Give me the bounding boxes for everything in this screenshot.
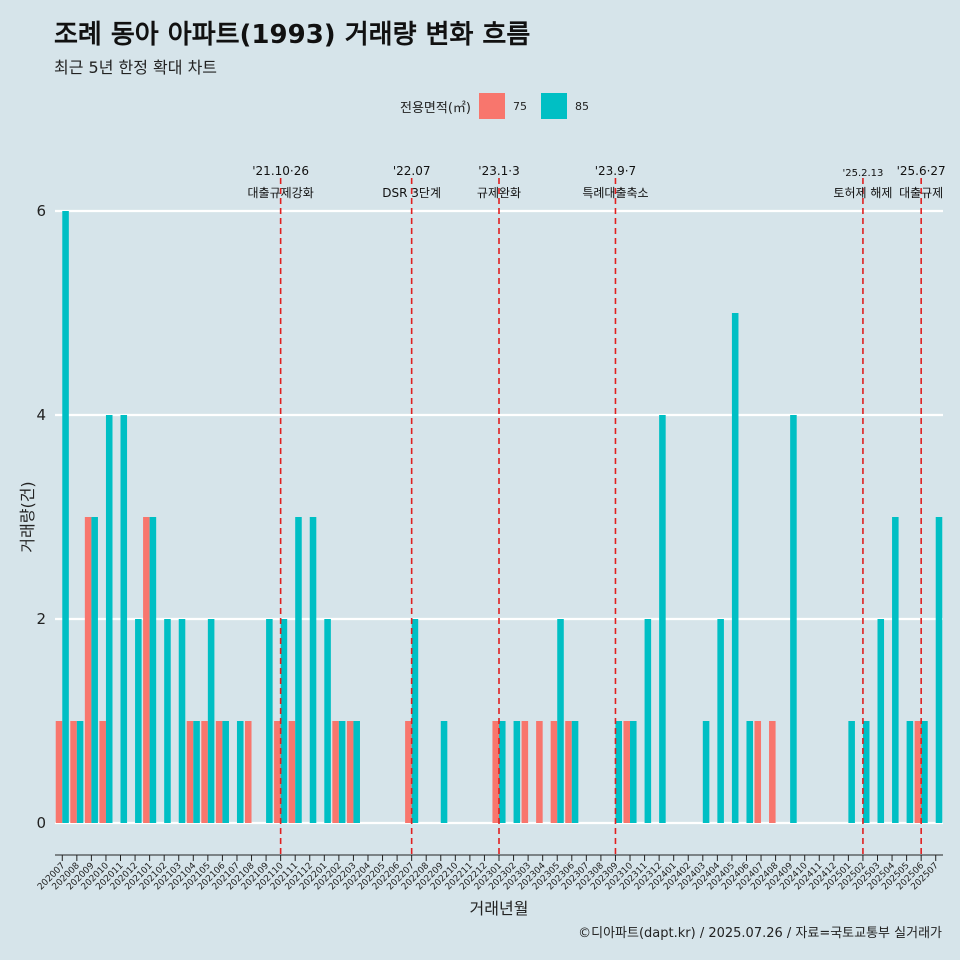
bar-202301-85 [499,721,506,823]
bar-202104-85 [193,721,200,823]
bar-202202-85 [338,721,346,823]
legend-swatch-85 [540,93,567,119]
bar-202312-85 [659,415,666,823]
legend-label-75: 75 [512,99,527,113]
legend-label-85: 85 [574,99,589,113]
event-date-202110: '21.10·26 [252,164,309,178]
event-date-202309: '23.9·7 [595,164,636,178]
bar-202008-85 [76,721,84,823]
bar-202403-85 [702,721,710,823]
bar-202409-85 [790,415,797,823]
y-tick-label-4: 4 [36,406,46,424]
bar-202107-85 [236,721,244,823]
bar-202506-85 [921,721,928,823]
event-label-202207: DSR 3단계 [382,186,441,200]
legend: 전용면적(㎡) 75 85 [400,93,595,119]
bar-202009-75 [84,517,92,823]
bar-202306-75 [565,721,572,823]
bar-202010-85 [105,415,113,823]
bar-202202-75 [332,721,339,823]
bar-202306-85 [571,721,579,823]
y-tick-label-6: 6 [36,202,46,220]
bar-202304-75 [536,721,543,823]
bar-202310-85 [630,721,637,823]
y-tick-label-2: 2 [36,610,46,628]
event-label-202502: 토허제 해제 [833,186,892,200]
bar-202007-75 [55,721,63,823]
bar-202406-85 [746,721,754,823]
y-axis-title: 거래량(건) [18,481,37,552]
bar-202109-85 [266,619,273,823]
legend-title: 전용면적(㎡) [400,100,471,116]
bar-202012-85 [135,619,142,823]
event-label-202110: 대출규제강화 [248,186,314,200]
bar-202303-75 [521,721,529,823]
bar-202101-75 [143,517,150,823]
bar-202106-85 [222,721,229,823]
bar-202309-85 [615,721,623,823]
bar-202404-85 [717,619,724,823]
chart-subtitle: 최근 5년 한정 확대 차트 [54,58,218,77]
bar-202301-75 [492,721,499,823]
event-date-202502: '25.2.13 [842,168,883,179]
bar-202007-85 [62,211,69,823]
bar-202507-85 [935,517,943,823]
event-date-202207: '22.07 [393,164,431,178]
bar-202110-75 [274,721,281,823]
bar-202505-85 [906,721,914,823]
bar-202302-85 [513,721,521,823]
bar-202310-75 [623,721,631,823]
bar-202305-75 [550,721,558,823]
event-label-202309: 특례대출축소 [582,186,648,200]
event-label-202506: 대출규제 [899,186,943,200]
bar-202105-75 [201,721,208,823]
bar-202201-85 [324,619,331,823]
bar-202207-75 [405,721,412,823]
bar-202207-85 [411,619,419,823]
bar-202110-85 [280,619,288,823]
bar-202209-85 [440,721,448,823]
bar-202105-85 [207,619,215,823]
bar-202108-75 [244,721,252,823]
y-tick-label-0: 0 [36,814,46,832]
bar-202502-85 [862,721,870,823]
legend-swatch-75 [478,93,505,119]
event-date-202301: '23.1·3 [478,164,519,178]
bar-202104-75 [186,721,194,823]
bar-202203-85 [353,721,360,823]
bar-202504-85 [892,517,899,823]
bar-202503-85 [877,619,885,823]
bar-202112-85 [309,517,317,823]
bar-202101-85 [149,517,157,823]
chart-title: 조례 동아 아파트(1993) 거래량 변화 흐름 [54,20,531,50]
x-axis-title: 거래년월 [470,899,529,918]
bar-202111-75 [288,721,296,823]
bar-202405-85 [731,313,739,823]
source-caption: ©디아파트(dapt.kr) / 2025.07.26 / 자료=국토교통부 실… [578,926,942,941]
bar-202311-85 [644,619,652,823]
bar-202305-85 [557,619,564,823]
bar-202008-75 [70,721,77,823]
bar-202111-85 [295,517,302,823]
bar-202501-85 [848,721,855,823]
bar-202203-75 [346,721,354,823]
bar-202102-85 [164,619,171,823]
event-label-202301: 규제완화 [477,186,521,200]
event-date-202506: '25.6·27 [897,164,946,178]
bar-202010-75 [99,721,106,823]
bar-202506-75 [914,721,922,823]
bar-202011-85 [120,415,128,823]
bar-202408-75 [769,721,776,823]
bar-202407-75 [754,721,762,823]
bar-202106-75 [215,721,223,823]
bar-202103-85 [178,619,186,823]
bar-202009-85 [91,517,98,823]
